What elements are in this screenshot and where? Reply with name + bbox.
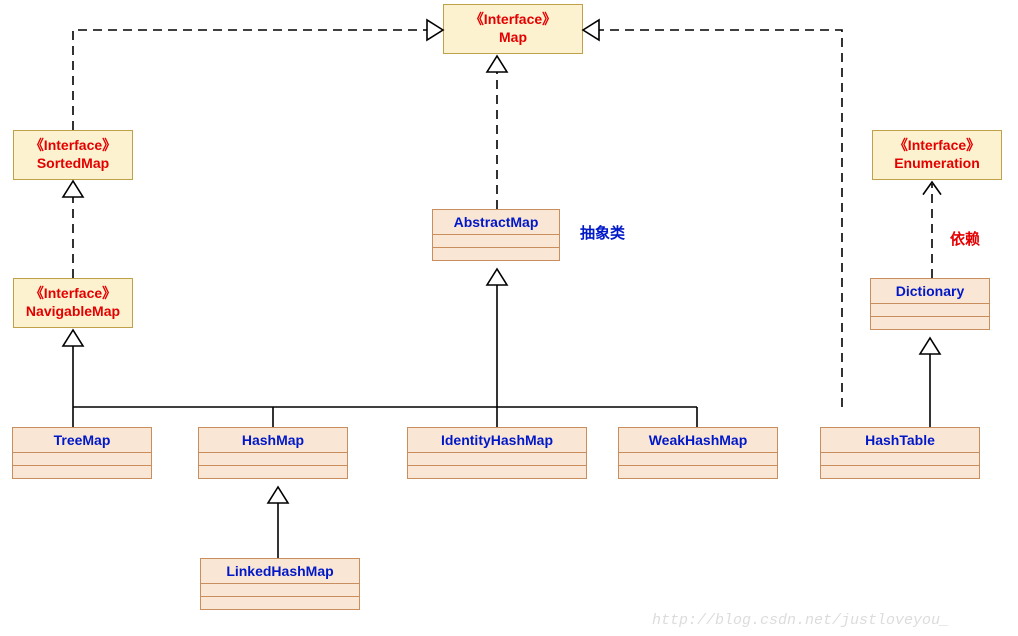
stereotype-label: 《Interface》 [446,9,580,29]
node-title: 《Interface》 NavigableMap [14,279,132,323]
node-compartment [201,597,359,609]
node-label: Enumeration [894,155,980,171]
node-navigablemap-interface: 《Interface》 NavigableMap [13,278,133,328]
node-title: 《Interface》 SortedMap [14,131,132,175]
node-abstractmap-class: AbstractMap [432,209,560,261]
node-compartment [821,466,979,478]
node-label: Dictionary [896,283,964,299]
annotation-dependency: 依赖 [950,228,980,249]
node-compartment [13,453,151,466]
node-compartment [821,453,979,466]
node-compartment [408,453,586,466]
node-label: LinkedHashMap [226,563,333,579]
node-enumeration-interface: 《Interface》 Enumeration [872,130,1002,180]
node-compartment [433,248,559,260]
node-compartment [199,453,347,466]
node-title: IdentityHashMap [408,428,586,453]
node-title: LinkedHashMap [201,559,359,584]
node-weakhashmap-class: WeakHashMap [618,427,778,479]
node-compartment [13,466,151,478]
stereotype-label: 《Interface》 [16,135,130,155]
node-label: WeakHashMap [649,432,748,448]
node-compartment [408,466,586,478]
node-title: HashTable [821,428,979,453]
node-treemap-class: TreeMap [12,427,152,479]
stereotype-label: 《Interface》 [16,283,130,303]
node-label: IdentityHashMap [441,432,553,448]
node-label: HashTable [865,432,935,448]
node-title: TreeMap [13,428,151,453]
node-compartment [871,317,989,329]
stereotype-label: 《Interface》 [875,135,999,155]
node-linkedhashmap-class: LinkedHashMap [200,558,360,610]
node-title: AbstractMap [433,210,559,235]
node-compartment [871,304,989,317]
node-dictionary-class: Dictionary [870,278,990,330]
edges-layer [0,0,1018,636]
node-label: AbstractMap [454,214,539,230]
node-title: Dictionary [871,279,989,304]
node-sortedmap-interface: 《Interface》 SortedMap [13,130,133,180]
node-compartment [619,453,777,466]
node-title: WeakHashMap [619,428,777,453]
node-hashmap-class: HashMap [198,427,348,479]
node-title: 《Interface》 Enumeration [873,131,1001,175]
node-label: Map [499,29,527,45]
node-label: HashMap [242,432,304,448]
annotation-abstract-class: 抽象类 [580,222,625,243]
node-hashtable-class: HashTable [820,427,980,479]
node-map-interface: 《Interface》 Map [443,4,583,54]
node-compartment [201,584,359,597]
node-identityhashmap-class: IdentityHashMap [407,427,587,479]
node-compartment [619,466,777,478]
node-title: 《Interface》 Map [444,5,582,49]
node-compartment [199,466,347,478]
node-label: SortedMap [37,155,109,171]
node-compartment [433,235,559,248]
node-title: HashMap [199,428,347,453]
node-label: NavigableMap [26,303,120,319]
watermark-text: http://blog.csdn.net/justloveyou_ [652,612,949,629]
node-label: TreeMap [54,432,111,448]
